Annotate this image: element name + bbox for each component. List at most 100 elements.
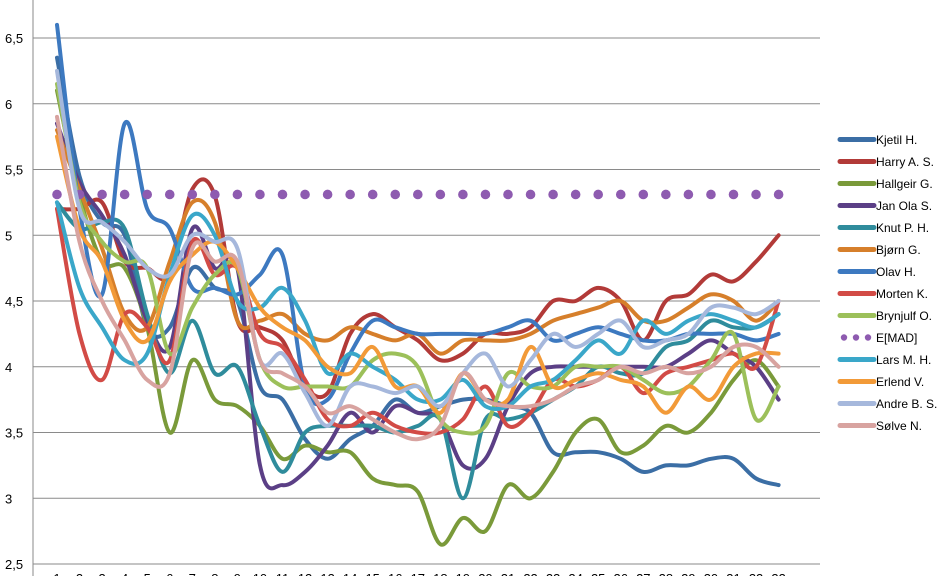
- y-tick-label: 2,5: [5, 557, 23, 572]
- series-line-brynjulf-o: [55, 82, 781, 436]
- y-tick-label: 4,5: [5, 294, 23, 309]
- x-tick-label: 14: [343, 571, 357, 576]
- legend-label: Morten K.: [876, 287, 928, 301]
- data-point: [255, 189, 265, 200]
- y-tick-label: 3,5: [5, 426, 23, 441]
- legend-label: Knut P. H.: [876, 221, 929, 235]
- x-tick-label: 2: [76, 571, 83, 576]
- x-tick-label: 24: [568, 571, 582, 576]
- series-line-morten-k: [55, 206, 781, 436]
- x-tick-label: 28: [659, 571, 673, 576]
- y-axis-tick-labels: 2,5 3 3,5 4 4,5 5 5,5 6 6,5: [5, 31, 23, 572]
- data-point: [683, 189, 694, 200]
- data-point: [593, 189, 603, 200]
- x-tick-label: 30: [704, 571, 718, 576]
- x-tick-label: 16: [388, 571, 402, 576]
- legend-label: Sølve N.: [876, 419, 922, 433]
- data-point: [435, 189, 446, 200]
- legend-swatch: [864, 334, 872, 341]
- data-point: [390, 189, 401, 200]
- y-tick-label: 4: [5, 360, 12, 375]
- series-line-lars-m-h: [55, 200, 781, 412]
- x-tick-label: 21: [501, 571, 515, 576]
- x-tick-label: 13: [320, 571, 334, 576]
- legend-label: Kjetil H.: [876, 133, 917, 147]
- data-point: [52, 189, 62, 200]
- data-point: [706, 189, 716, 200]
- x-tick-label: 31: [726, 571, 740, 576]
- legend-label: Hallgeir G.: [876, 177, 933, 191]
- y-tick-label: 3: [5, 491, 12, 506]
- x-tick-label: 5: [144, 571, 151, 576]
- x-tick-label: 18: [433, 571, 447, 576]
- legend-label: E[MAD]: [876, 331, 917, 345]
- legend-label: Brynjulf O.: [876, 309, 932, 323]
- series-lines: [52, 22, 784, 547]
- data-point: [548, 189, 558, 200]
- series-line-jan-ola-s: [55, 121, 781, 491]
- data-point: [638, 189, 649, 200]
- x-tick-label: 8: [211, 571, 218, 576]
- x-tick-label: 15: [365, 571, 379, 576]
- x-tick-label: 6: [166, 571, 173, 576]
- x-tick-label: 11: [276, 571, 290, 576]
- x-tick-label: 26: [614, 571, 628, 576]
- data-point: [187, 189, 198, 200]
- series-line-hallgeir-g: [55, 88, 781, 547]
- x-tick-label: 12: [298, 571, 312, 576]
- x-tick-label: 20: [478, 571, 492, 576]
- data-point: [570, 189, 581, 200]
- x-tick-label: 3: [98, 571, 105, 576]
- series-line-olav-h: [55, 22, 781, 407]
- gridlines: [33, 37, 820, 565]
- x-tick-label: 9: [234, 571, 241, 576]
- x-tick-label: 17: [411, 571, 425, 576]
- data-point: [119, 189, 130, 200]
- data-point: [277, 189, 288, 200]
- series-line-bj-rn-g: [55, 128, 781, 356]
- y-tick-label: 6: [5, 97, 12, 112]
- y-tick-label: 5,5: [5, 163, 23, 178]
- x-tick-label: 25: [591, 571, 605, 576]
- legend-label: Olav H.: [876, 265, 916, 279]
- x-tick-label: 19: [456, 571, 470, 576]
- legend-label: Bjørn G.: [876, 243, 921, 257]
- y-tick-label: 5: [5, 228, 12, 243]
- data-point: [345, 189, 355, 200]
- data-point: [322, 189, 333, 200]
- data-point: [480, 189, 491, 200]
- x-tick-label: 32: [749, 571, 763, 576]
- data-point: [751, 189, 761, 200]
- data-point: [413, 189, 423, 200]
- data-point: [615, 189, 626, 200]
- data-point: [300, 189, 310, 200]
- x-tick-label: 29: [681, 571, 695, 576]
- series-line-s-lve-n: [55, 114, 781, 442]
- series-e-mad: [52, 189, 784, 200]
- x-tick-label: 10: [253, 571, 267, 576]
- data-point: [367, 189, 378, 200]
- data-point: [210, 189, 220, 200]
- legend-label: Erlend V.: [876, 375, 924, 389]
- data-point: [164, 189, 175, 200]
- x-tick-label: 1: [53, 571, 60, 576]
- legend-label: Lars M. H.: [876, 353, 931, 367]
- data-point: [661, 189, 671, 200]
- legend-swatch: [840, 334, 848, 341]
- x-tick-label: 33: [771, 571, 785, 576]
- data-point: [142, 189, 152, 200]
- data-point: [773, 189, 784, 200]
- x-axis-tick-labels: 1234567891011121314151617181920212223242…: [53, 571, 785, 576]
- legend-label: Harry A. S.: [876, 155, 934, 169]
- data-point: [97, 189, 107, 200]
- data-point: [458, 189, 468, 200]
- legend-label: Jan Ola S.: [876, 199, 932, 213]
- data-point: [728, 189, 739, 200]
- x-tick-label: 23: [546, 571, 560, 576]
- data-point: [525, 189, 536, 200]
- legend-swatch: [852, 334, 860, 341]
- data-point: [232, 189, 243, 200]
- legend-label: Andre B. S.: [876, 397, 937, 411]
- x-tick-label: 7: [189, 571, 196, 576]
